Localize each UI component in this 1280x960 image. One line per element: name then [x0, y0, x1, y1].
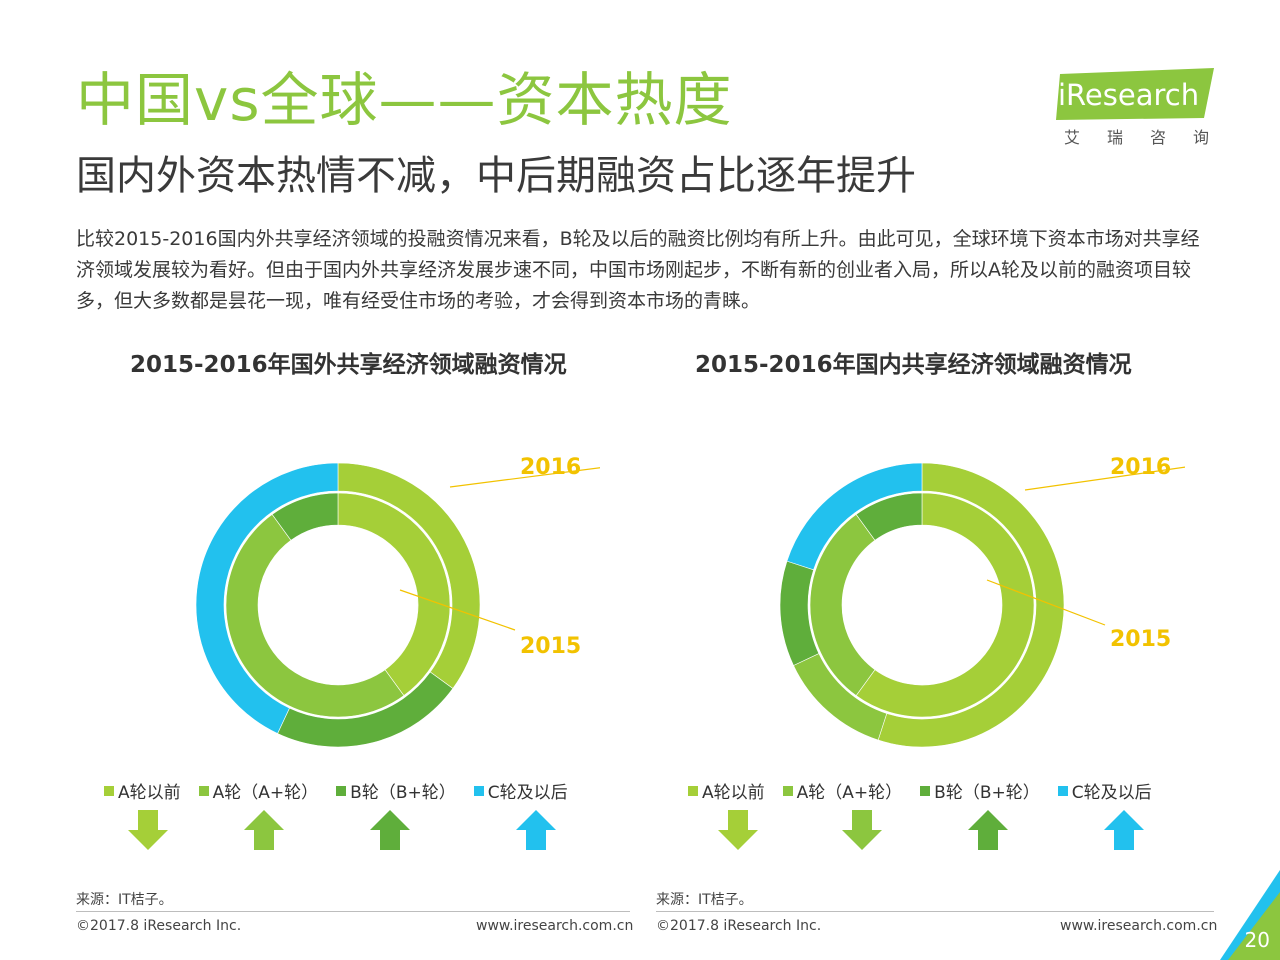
ring-label-2015: 2015: [520, 634, 581, 659]
leader-line-2015: [399, 589, 516, 631]
legend-label: B轮（B+轮）: [934, 783, 1040, 803]
leader-line-2015: [986, 579, 1106, 626]
legend-item-a: A轮（A+轮）: [198, 778, 319, 803]
legend-label: B轮（B+轮）: [350, 783, 456, 803]
swatch-b: [336, 785, 347, 796]
legend-item-c: C轮及以后: [473, 778, 568, 803]
slice-2016-c: [195, 462, 339, 734]
site-url-right[interactable]: www.iresearch.com.cn: [1060, 918, 1218, 934]
slice-2016-c: [786, 462, 923, 571]
legend-item-b: B轮（B+轮）: [920, 778, 1040, 803]
slice-2015-b: [271, 492, 339, 541]
trend-arrow-down-pre-a: [128, 810, 168, 850]
slice-2015-a: [225, 513, 405, 718]
legend-label: A轮（A+轮）: [796, 783, 903, 803]
legend-label: C轮及以后: [1071, 783, 1152, 803]
page-number: 20: [1244, 928, 1270, 952]
trend-arrow-up-a: [244, 810, 284, 850]
leader-line-2016: [1024, 466, 1185, 491]
donut-chart-global: 2016 2015: [195, 455, 600, 748]
source-note-right: 来源：IT桔子。: [656, 892, 753, 908]
chart-title-global: 2015-2016年国外共享经济领域融资情况: [130, 352, 567, 378]
swatch-a: [782, 785, 793, 796]
leader-line-2016: [449, 467, 600, 488]
legend-global: A轮以前 A轮（A+轮） B轮（B+轮） C轮及以后: [104, 778, 568, 803]
slice-2015-b: [855, 492, 923, 541]
trend-arrow-up-b: [370, 810, 410, 850]
swatch-a: [198, 785, 209, 796]
page-corner-decoration: [1220, 870, 1280, 960]
trend-arrows-global: [128, 810, 556, 850]
slice-2015-pre-a: [337, 492, 451, 697]
source-note-left: 来源：IT桔子。: [76, 892, 173, 908]
trend-arrow-down-pre-a: [718, 810, 758, 850]
swatch-b: [920, 785, 931, 796]
ring-label-2016: 2016: [1110, 455, 1171, 480]
slice-2015-pre-a: [855, 492, 1035, 718]
page-title: 中国vs全球——资本热度: [76, 66, 733, 134]
swatch-c: [473, 785, 484, 796]
legend-label: A轮（A+轮）: [212, 783, 319, 803]
ring-label-2016: 2016: [520, 455, 581, 480]
slice-2016-pre-a: [877, 462, 1065, 748]
chart-title-domestic: 2015-2016年国内共享经济领域融资情况: [695, 352, 1132, 378]
logo-text: iResearch: [1058, 78, 1200, 112]
legend-item-b: B轮（B+轮）: [336, 778, 456, 803]
footer-divider-right: [656, 911, 1214, 912]
site-url-left[interactable]: www.iresearch.com.cn: [476, 918, 634, 934]
swatch-c: [1057, 785, 1068, 796]
logo-subtext: 艾瑞咨询: [1064, 128, 1237, 147]
legend-item-c: C轮及以后: [1057, 778, 1152, 803]
logo-banner: [1056, 68, 1214, 120]
ring-label-2015: 2015: [1110, 627, 1171, 652]
swatch-pre-a: [688, 785, 698, 796]
footer-divider-left: [76, 911, 630, 912]
legend-item-pre-a: A轮以前: [688, 778, 765, 803]
trend-arrow-up-b: [968, 810, 1008, 850]
trend-arrow-up-c: [516, 810, 556, 850]
legend-label: C轮及以后: [487, 783, 568, 803]
trend-arrows-domestic: [718, 810, 1144, 850]
copyright-right: ©2017.8 iResearch Inc.: [656, 918, 822, 934]
legend-item-pre-a: A轮以前: [104, 778, 181, 803]
legend-domestic: A轮以前 A轮（A+轮） B轮（B+轮） C轮及以后: [688, 778, 1152, 803]
legend-label: A轮以前: [118, 783, 181, 803]
swatch-pre-a: [104, 785, 114, 796]
trend-arrow-up-c: [1104, 810, 1144, 850]
copyright-left: ©2017.8 iResearch Inc.: [76, 918, 242, 934]
trend-arrow-down-a: [842, 810, 882, 850]
iresearch-logo: iResearch 艾瑞咨询: [1056, 68, 1216, 152]
donut-chart-domestic: 2016 2015: [779, 455, 1185, 748]
intro-paragraph: 比较2015-2016国内外共享经济领域的投融资情况来看，B轮及以后的融资比例均…: [76, 228, 1200, 312]
legend-item-a: A轮（A+轮）: [782, 778, 903, 803]
page-subtitle: 国内外资本热情不减，中后期融资占比逐年提升: [76, 153, 916, 199]
legend-label: A轮以前: [702, 783, 765, 803]
